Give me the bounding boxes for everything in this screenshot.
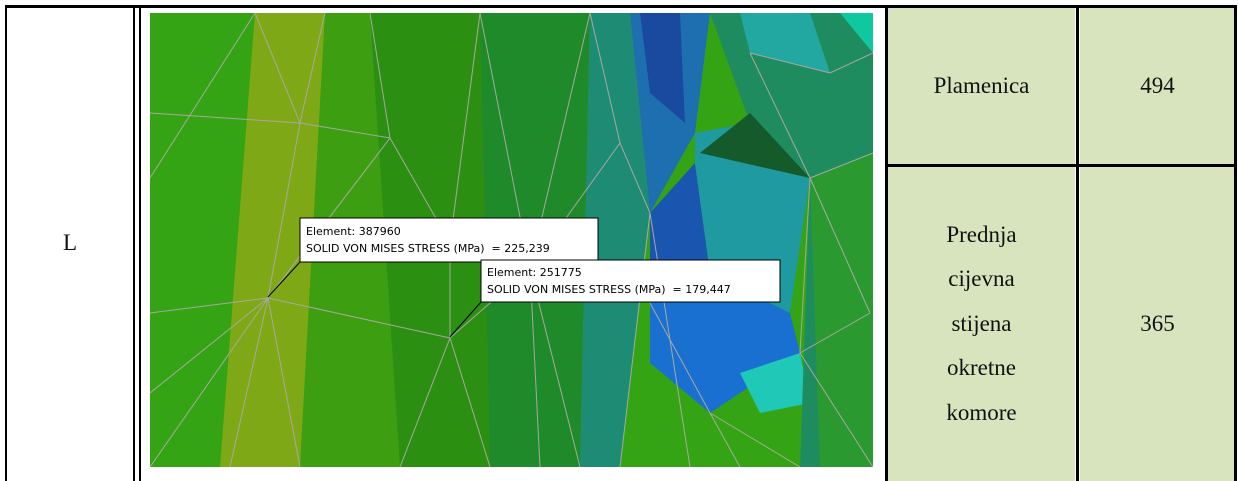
cell-bg [888,167,1075,481]
cell-bg [888,8,1075,164]
fea-region [580,13,650,467]
cell-label: Prednja cijevna stijena okretne komore [888,167,1075,481]
cell-text: Prednja cijevna stijena okretne komore [946,221,1017,425]
border [5,5,7,481]
callout-arrow [449,301,482,338]
fea-region [220,13,325,467]
border [5,5,1236,8]
border [133,5,135,481]
fea-region [810,153,873,467]
fea-region [840,13,873,53]
callout-stress: SOLID VON MISES STRESS (MPa) = 179,447 [487,283,731,296]
cell-bg [1080,167,1235,481]
cell-value: 365 [1140,311,1175,336]
callout-stress: SOLID VON MISES STRESS (MPa) = 225,239 [306,242,550,255]
callout-element: Element: 387960 [306,225,401,238]
stress-figure: Element: 387960 SOLID VON MISES STRESS (… [150,13,873,467]
callout-box [480,259,781,303]
cell-value: 494 [1140,73,1175,98]
callout: Element: 251775 SOLID VON MISES STRESS (… [449,259,781,338]
callout-box [299,217,599,263]
cell-bg [1080,8,1235,164]
callout: Element: 387960 SOLID VON MISES STRESS (… [267,217,599,298]
callout-arrow [267,261,301,298]
border [885,164,1237,167]
fea-region [700,113,810,178]
cell-label: L [62,230,78,255]
cell-label: Plamenica [933,73,1030,98]
border [139,5,141,481]
fea-region [740,13,830,73]
border [885,5,888,481]
fea-region [640,13,685,123]
border [1076,5,1079,481]
border [1234,5,1237,481]
fea-region [740,353,810,413]
callout-element: Element: 251775 [487,266,582,279]
